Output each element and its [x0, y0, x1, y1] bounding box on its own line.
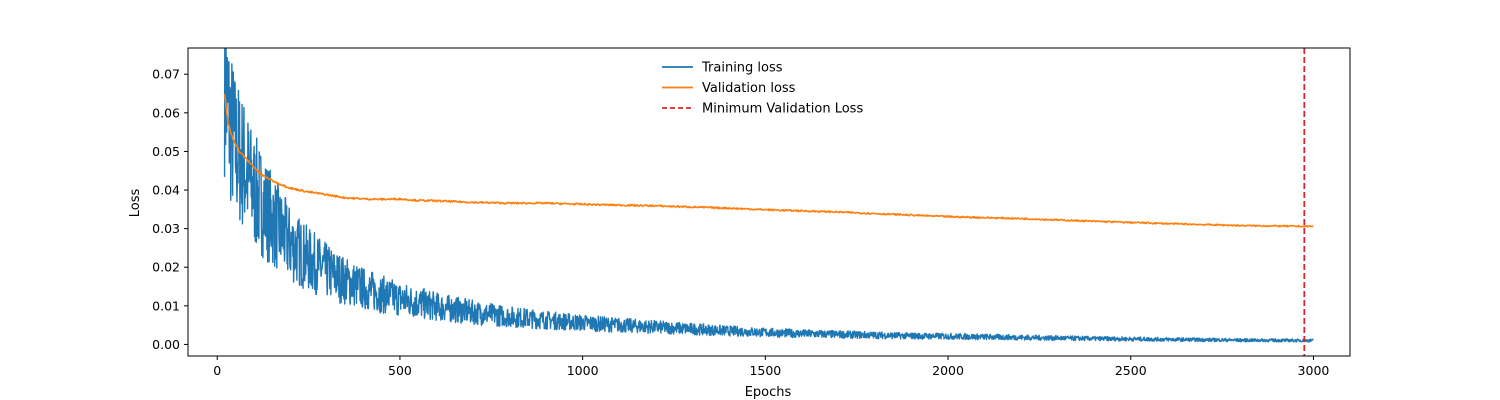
legend-label-2: Minimum Validation Loss: [702, 102, 863, 117]
legend-label-0: Training loss: [701, 61, 783, 76]
axes-frame: [187, 47, 1351, 357]
series-line-0: [223, 48, 1314, 343]
y-tick-label: 0.06: [152, 105, 180, 120]
x-tick-label: 3000: [1298, 363, 1330, 378]
y-tick-label: 0.03: [152, 221, 180, 236]
y-tick-label: 0.04: [152, 183, 180, 198]
legend-label-1: Validation loss: [702, 81, 796, 96]
x-tick-label: 1000: [567, 363, 599, 378]
x-tick-label: 1500: [749, 363, 781, 378]
x-tick-label: 500: [388, 363, 412, 378]
y-tick-label: 0.02: [152, 260, 180, 275]
x-tick-label: 2500: [1115, 363, 1147, 378]
axis-ticks: 0 500 1000 1500 2000 2500 3000 0.00 0.01 0.02 0.03…: [152, 67, 1329, 378]
y-tick-label: 0.05: [152, 144, 180, 159]
y-tick-label: 0.00: [152, 337, 180, 352]
x-axis-label: Epochs: [745, 385, 792, 400]
legend: Training loss Validation loss Minimum Vali…: [662, 61, 863, 117]
y-tick-label: 0.01: [152, 298, 180, 313]
x-tick-label: 0: [213, 363, 221, 378]
y-tick-label: 0.07: [152, 67, 180, 82]
x-tick-label: 2000: [932, 363, 964, 378]
y-axis-label: Loss: [128, 189, 143, 218]
plot-area: [187, 47, 1351, 357]
series-line-1: [223, 94, 1314, 228]
